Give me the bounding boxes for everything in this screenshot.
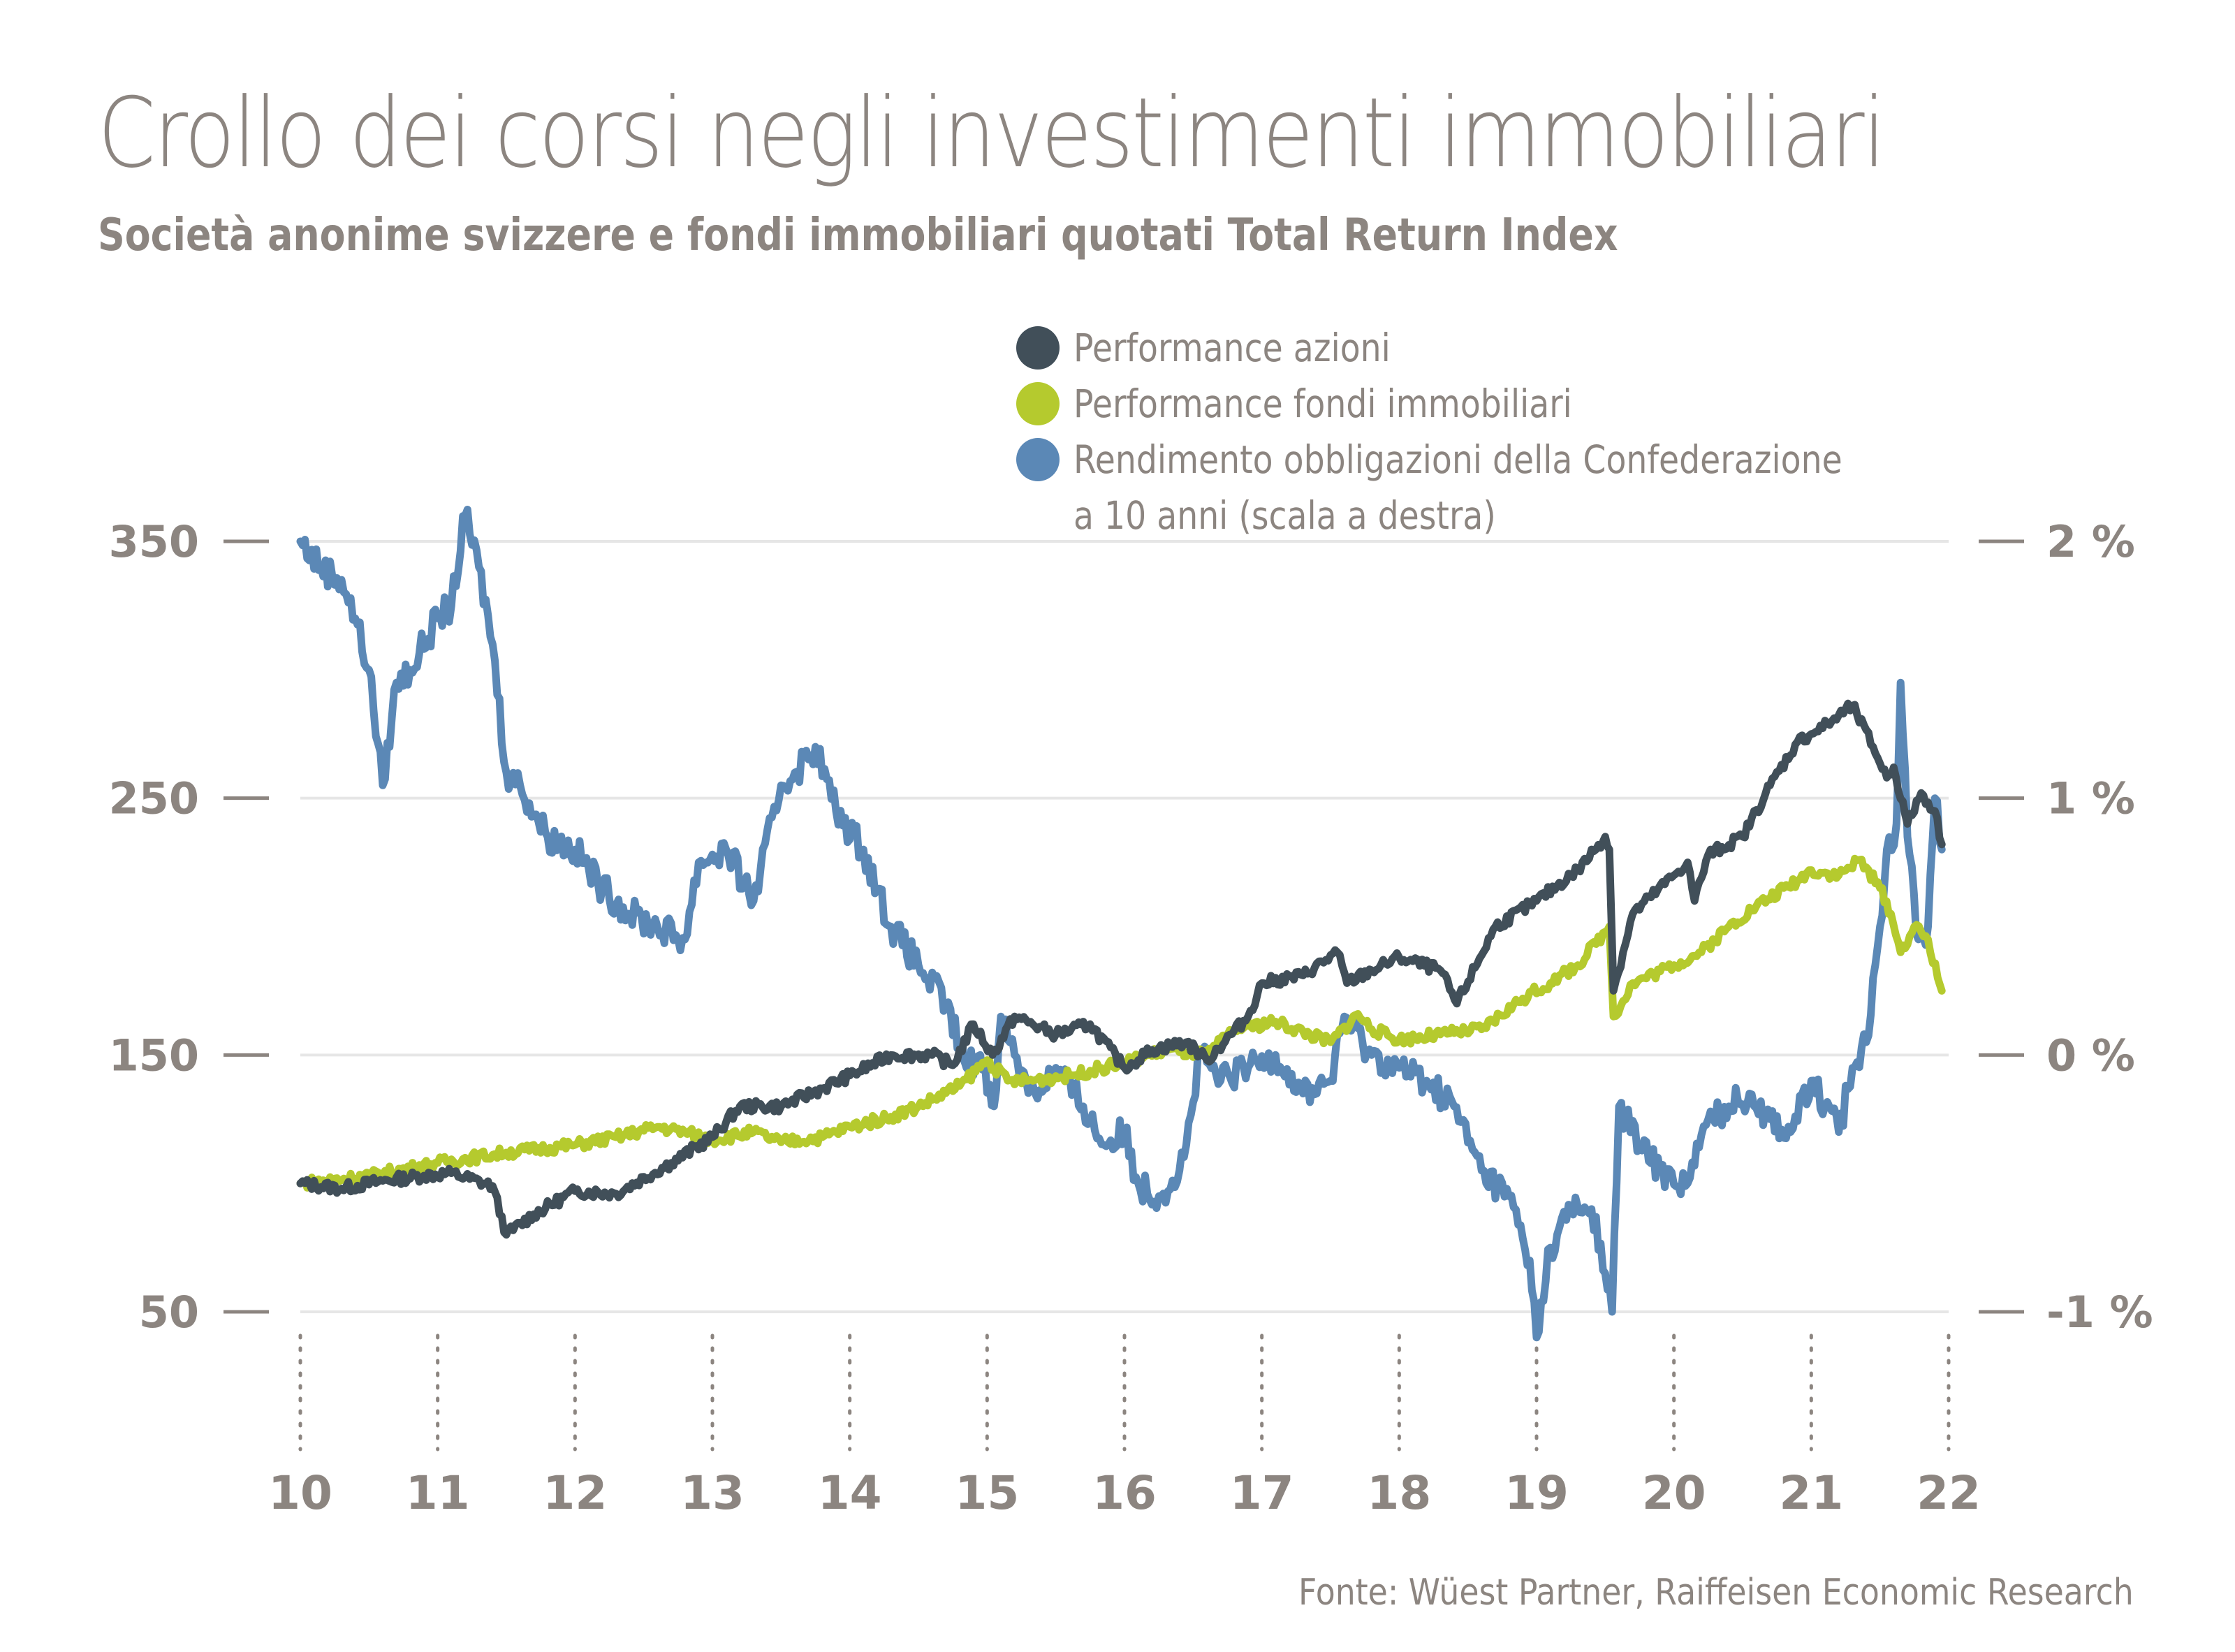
x-tick-label: 19 [1504, 1466, 1569, 1520]
legend-item-bond-yield: Rendimento obbligazioni della Confederaz… [1016, 433, 1967, 489]
x-tick-label: 21 [1779, 1466, 1843, 1520]
right-tick-label: 0 % [2046, 1030, 2135, 1081]
legend-dot-funds-icon [1016, 382, 1060, 425]
legend-item-bond-yield-line2: a 10 anni (scala a destra) [1016, 489, 1967, 545]
right-tick-label: -1 % [2046, 1287, 2153, 1338]
gridlines [300, 540, 1949, 1313]
legend-label-bond-line2: a 10 anni (scala a destra) [1073, 493, 1496, 538]
x-tick-label: 22 [1917, 1466, 1981, 1520]
right-tick-label: 1 % [2046, 773, 2135, 824]
x-tick-label: 15 [955, 1466, 1019, 1520]
left-tick-label: 350 [109, 516, 199, 567]
legend-dot-stocks-icon [1016, 326, 1060, 370]
chart-title: Crollo dei corsi negli investimenti immo… [98, 77, 1886, 189]
x-tick-label: 10 [268, 1466, 332, 1520]
x-tick-label: 13 [680, 1466, 745, 1520]
left-tick-label: 250 [109, 773, 199, 824]
left-tick-label: 50 [139, 1287, 199, 1338]
x-tick-label: 20 [1642, 1466, 1706, 1520]
legend-label-stocks: Performance azioni [1073, 326, 1391, 370]
chart-subtitle: Società anonime svizzere e fondi immobil… [98, 210, 1618, 261]
x-tick-label: 18 [1367, 1466, 1431, 1520]
axes: 350 250 150 50 2 % 1 % 0 % -1 % 10 11 12 13 14 15 16 17… [109, 516, 2153, 1520]
series-lines [296, 506, 1946, 1342]
legend-label-bond: Rendimento obbligazioni della Confederaz… [1073, 437, 1842, 482]
legend-dot-bond-icon [1016, 438, 1060, 481]
legend-item-real-estate-funds: Performance fondi immobiliari [1016, 377, 1967, 433]
series-line-stocks [296, 699, 1946, 1239]
right-tick-label: 2 % [2046, 516, 2135, 567]
x-tick-label: 12 [543, 1466, 607, 1520]
left-tick-label: 150 [109, 1030, 199, 1081]
legend: Performance azioni Performance fondi imm… [1016, 321, 1967, 545]
x-tick-label: 16 [1092, 1466, 1157, 1520]
legend-label-funds: Performance fondi immobiliari [1073, 381, 1572, 426]
x-tick-label: 14 [818, 1466, 882, 1520]
series-line-bond-yield [296, 506, 1946, 1342]
x-tick-label: 17 [1230, 1466, 1294, 1520]
x-tick-label: 11 [406, 1466, 470, 1520]
legend-item-stocks: Performance azioni [1016, 321, 1967, 377]
source-note: Fonte: Wüest Partner, Raiffeisen Economi… [1298, 1572, 2134, 1614]
